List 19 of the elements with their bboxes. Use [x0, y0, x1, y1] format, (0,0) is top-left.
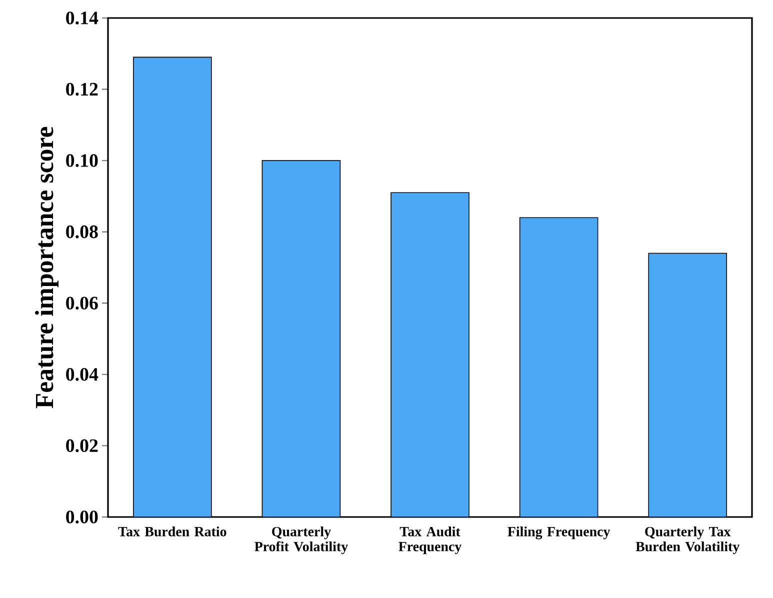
x-tick-label: Tax Burden Ratio — [118, 526, 226, 536]
y-tick-label: 0.04 — [66, 368, 98, 381]
x-tick-label: Filing Frequency — [508, 526, 610, 540]
x-tick-label: Quarterly Profit Volatility — [254, 526, 348, 554]
bar — [390, 192, 470, 517]
bar — [133, 56, 212, 517]
y-tick-label: 0.10 — [66, 154, 98, 167]
bar — [519, 217, 598, 517]
y-tick-label: 0.00 — [66, 510, 98, 524]
y-tick-label: 0.02 — [66, 439, 98, 452]
y-axis-title: Feature importance score — [35, 126, 59, 408]
y-tick-label: 0.08 — [66, 225, 98, 238]
x-tick-label: Tax Audit Frequency — [398, 526, 462, 554]
y-tick-label: 0.14 — [66, 12, 98, 24]
y-tick-label: 0.12 — [66, 82, 98, 96]
x-tick-label: Quarterly Tax Burden Volatility — [636, 526, 740, 554]
bar — [648, 252, 727, 517]
bar — [262, 160, 341, 517]
y-tick-label: 0.06 — [66, 296, 98, 310]
